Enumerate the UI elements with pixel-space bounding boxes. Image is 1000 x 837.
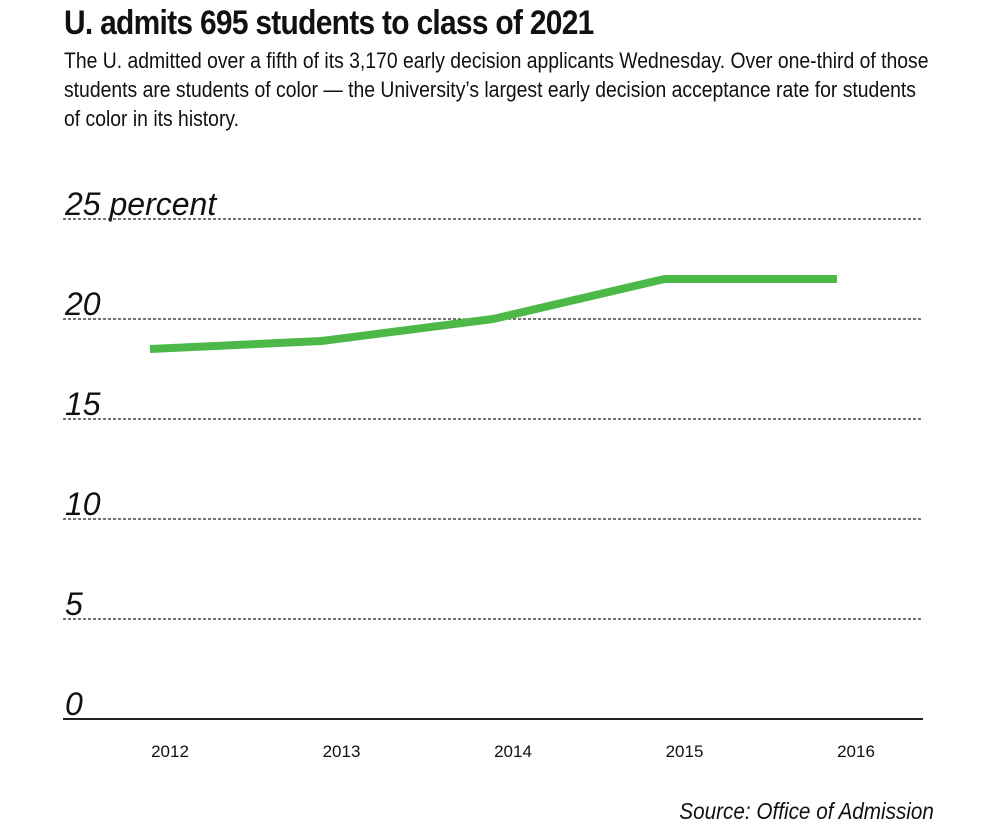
source-note: Source: Office of Admission (679, 798, 934, 824)
x-tick-label: 2015 (666, 742, 704, 761)
chart-title: U. admits 695 students to class of 2021 (64, 4, 594, 42)
x-tick-label: 2012 (151, 742, 189, 761)
series-line (149, 275, 837, 353)
x-tick-label: 2016 (837, 742, 875, 761)
chart-subtitle: The U. admitted over a fifth of its 3,17… (64, 48, 929, 131)
y-tick-label: 15 (65, 386, 101, 422)
x-tick-label: 2014 (494, 742, 532, 761)
x-tick-label: 2013 (323, 742, 361, 761)
y-tick-label: 5 (65, 586, 83, 622)
y-tick-label: 20 (64, 286, 101, 322)
y-tick-label: 10 (65, 486, 101, 522)
y-tick-label: 25 percent (64, 186, 217, 222)
y-tick-label: 0 (65, 686, 83, 722)
